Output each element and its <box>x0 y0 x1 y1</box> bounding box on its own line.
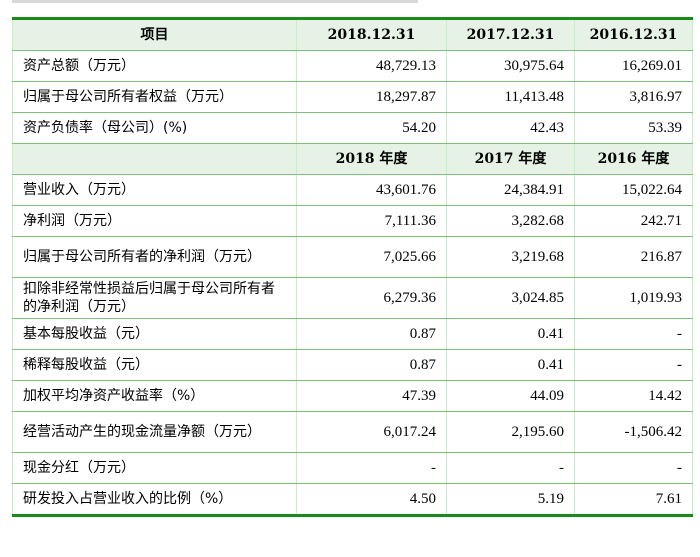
cell-value: 47.39 <box>296 380 447 412</box>
cell-value: 3,219.68 <box>446 236 575 278</box>
table-row: 经营活动产生的现金流量净额（万元） 6,017.24 2,195.60 -1,5… <box>12 411 693 453</box>
cell-value: 0.41 <box>446 318 575 350</box>
cell-value: 3,282.68 <box>446 205 575 237</box>
top-rule <box>12 0 688 3</box>
cell-value: 18,297.87 <box>296 81 447 113</box>
subheader-col-2017: 2017 年度 <box>446 143 575 175</box>
cell-value: -1,506.42 <box>574 411 693 453</box>
cell-value: 4.50 <box>296 483 447 517</box>
table-subheader-row: 2018 年度 2017 年度 2016 年度 <box>12 143 693 175</box>
financial-table: 项目 2018.12.31 2017.12.31 2016.12.31 资产总额… <box>12 17 693 517</box>
cell-value: 53.39 <box>574 112 693 144</box>
cell-value: 7.61 <box>574 483 693 517</box>
cell-value: 11,413.48 <box>446 81 575 113</box>
table-row: 资产总额（万元） 48,729.13 30,975.64 16,269.01 <box>12 50 693 82</box>
cell-value: 54.20 <box>296 112 447 144</box>
cell-value: 14.42 <box>574 380 693 412</box>
header-col-2018: 2018.12.31 <box>296 17 447 51</box>
table-row: 现金分红（万元） - - - <box>12 452 693 484</box>
table-row: 基本每股收益（元） 0.87 0.41 - <box>12 318 693 350</box>
row-label: 扣除非经常性损益后归属于母公司所有者的净利润（万元） <box>12 277 297 319</box>
row-label: 基本每股收益（元） <box>12 318 297 350</box>
cell-value: 3,816.97 <box>574 81 693 113</box>
cell-value: 7,111.36 <box>296 205 447 237</box>
row-label: 净利润（万元） <box>12 205 297 237</box>
cell-value: 24,384.91 <box>446 174 575 206</box>
cell-value: 3,024.85 <box>446 277 575 319</box>
cell-value: - <box>574 349 693 381</box>
header-item: 项目 <box>12 17 297 51</box>
table-row: 营业收入（万元） 43,601.76 24,384.91 15,022.64 <box>12 174 693 206</box>
row-label: 资产总额（万元） <box>12 50 297 82</box>
cell-value: 16,269.01 <box>574 50 693 82</box>
cell-value: 0.87 <box>296 318 447 350</box>
cell-value: 48,729.13 <box>296 50 447 82</box>
cell-value: 6,279.36 <box>296 277 447 319</box>
cell-value: 216.87 <box>574 236 693 278</box>
subheader-col-2018: 2018 年度 <box>296 143 447 175</box>
table-row: 稀释每股收益（元） 0.87 0.41 - <box>12 349 693 381</box>
table-row: 归属于母公司所有者权益（万元） 18,297.87 11,413.48 3,81… <box>12 81 693 113</box>
row-label: 现金分红（万元） <box>12 452 297 484</box>
subheader-col-2016: 2016 年度 <box>574 143 693 175</box>
cell-value: - <box>574 452 693 484</box>
table-row: 归属于母公司所有者的净利润（万元） 7,025.66 3,219.68 216.… <box>12 236 693 278</box>
row-label: 营业收入（万元） <box>12 174 297 206</box>
table-row: 净利润（万元） 7,111.36 3,282.68 242.71 <box>12 205 693 237</box>
cell-value: - <box>446 452 575 484</box>
cell-value: 0.41 <box>446 349 575 381</box>
subheader-item <box>12 143 297 175</box>
cell-value: 7,025.66 <box>296 236 447 278</box>
cell-value: 30,975.64 <box>446 50 575 82</box>
row-label: 归属于母公司所有者的净利润（万元） <box>12 236 297 278</box>
cell-value: 0.87 <box>296 349 447 381</box>
table-header-row: 项目 2018.12.31 2017.12.31 2016.12.31 <box>12 17 693 51</box>
row-label: 经营活动产生的现金流量净额（万元） <box>12 411 297 453</box>
cell-value: 1,019.93 <box>574 277 693 319</box>
table-row: 加权平均净资产收益率（%） 47.39 44.09 14.42 <box>12 380 693 412</box>
cell-value: - <box>574 318 693 350</box>
header-col-2017: 2017.12.31 <box>446 17 575 51</box>
cell-value: 44.09 <box>446 380 575 412</box>
cell-value: - <box>296 452 447 484</box>
cell-value: 5.19 <box>446 483 575 517</box>
table-row: 资产负债率（母公司）(%) 54.20 42.43 53.39 <box>12 112 693 144</box>
row-label: 加权平均净资产收益率（%） <box>12 380 297 412</box>
row-label: 稀释每股收益（元） <box>12 349 297 381</box>
cell-value: 242.71 <box>574 205 693 237</box>
cell-value: 42.43 <box>446 112 575 144</box>
header-col-2016: 2016.12.31 <box>574 17 693 51</box>
table-row: 扣除非经常性损益后归属于母公司所有者的净利润（万元） 6,279.36 3,02… <box>12 277 693 319</box>
cell-value: 2,195.60 <box>446 411 575 453</box>
cell-value: 43,601.76 <box>296 174 447 206</box>
row-label: 归属于母公司所有者权益（万元） <box>12 81 297 113</box>
cell-value: 6,017.24 <box>296 411 447 453</box>
row-label: 资产负债率（母公司）(%) <box>12 112 297 144</box>
cell-value: 15,022.64 <box>574 174 693 206</box>
row-label: 研发投入占营业收入的比例（%） <box>12 483 297 517</box>
table-row: 研发投入占营业收入的比例（%） 4.50 5.19 7.61 <box>12 483 693 517</box>
